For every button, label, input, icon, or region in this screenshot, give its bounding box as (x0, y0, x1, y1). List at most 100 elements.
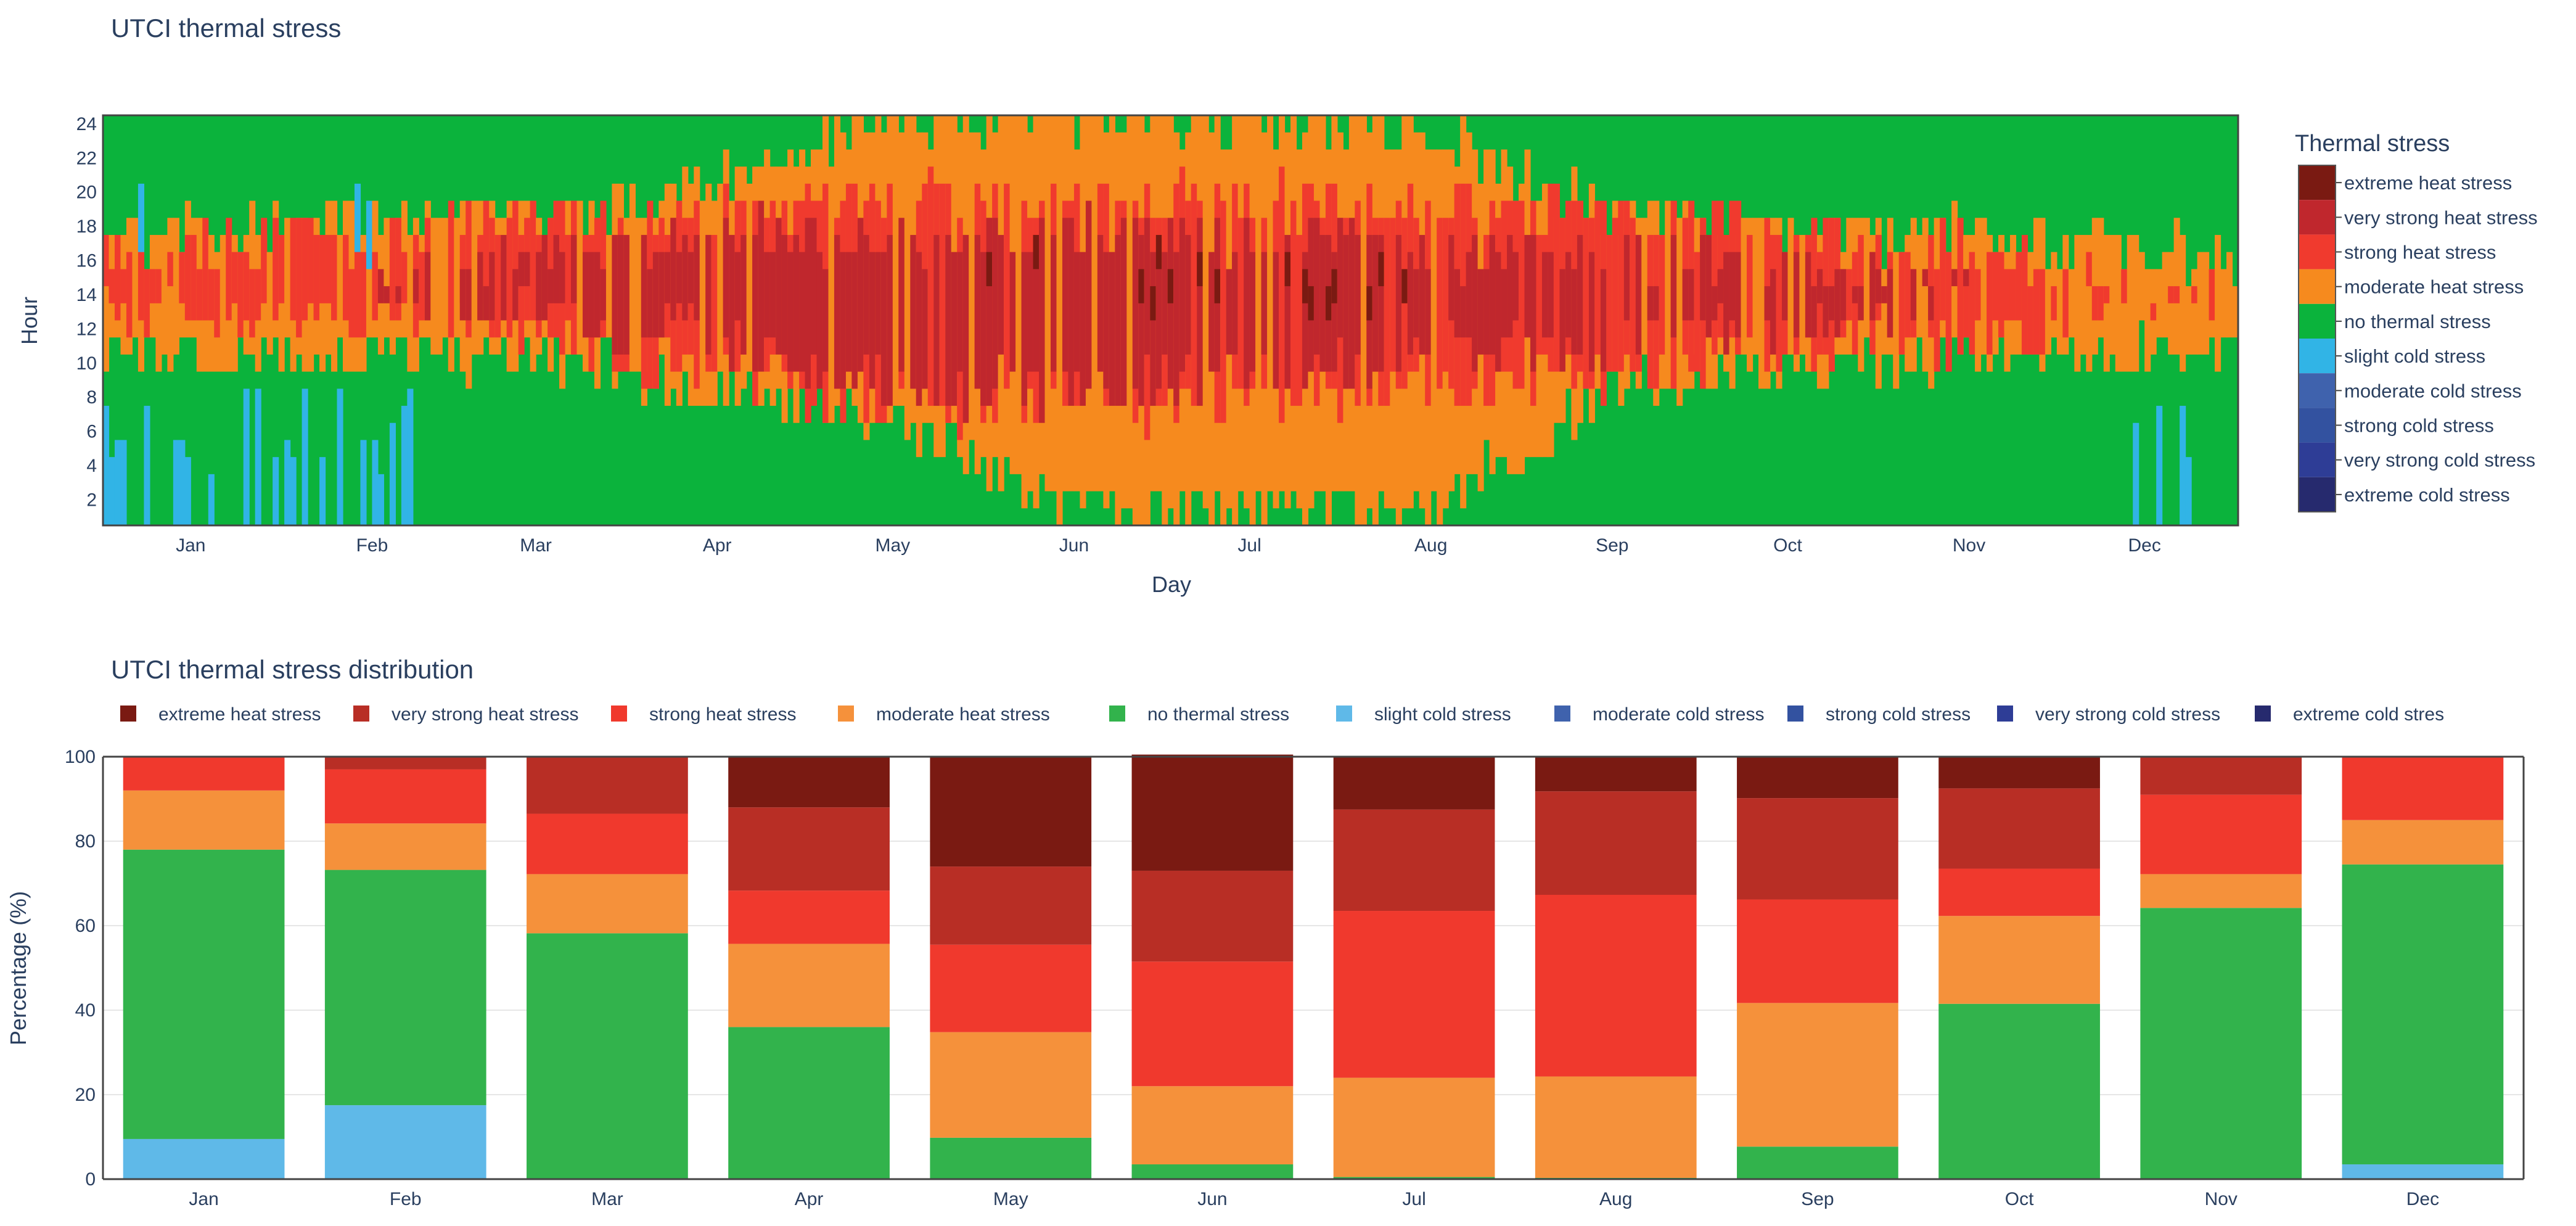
heatmap-cell (1413, 269, 1420, 338)
heatmap-y-tick-label: 8 (86, 387, 97, 408)
heatmap-cell (208, 474, 215, 525)
heatmap-cell (986, 252, 993, 287)
heatmap-cell (1021, 252, 1028, 406)
heatmap-cell (348, 269, 355, 338)
heatmap-cell (2191, 269, 2198, 355)
heatmap-cell (1249, 252, 1256, 372)
heatmap-cell (2150, 303, 2157, 321)
heatmap-cell (2109, 234, 2116, 355)
heatmap-cell (1916, 234, 1923, 338)
bar-y-tick-label: 100 (65, 747, 96, 767)
heatmap-cell (1811, 286, 1818, 338)
heatmap-cell (2133, 422, 2139, 525)
heatmap-cell (799, 252, 806, 372)
heatmap-cell (1015, 115, 1022, 474)
heatmap-legend-swatch-strong-cold-stress (2299, 408, 2336, 443)
heatmap-cell (776, 218, 782, 355)
heatmap-cell (1606, 234, 1613, 372)
heatmap-cell (471, 200, 478, 355)
heatmap-cell (1641, 218, 1648, 355)
heatmap-cell (231, 252, 238, 303)
heatmap-cell (1594, 200, 1601, 355)
heatmap-cell (1910, 269, 1917, 321)
heatmap-cell (301, 389, 308, 525)
heatmap-cell (1770, 269, 1777, 355)
heatmap-x-tick-label: May (875, 535, 910, 556)
heatmap-cell (1460, 286, 1467, 338)
heatmap-cell (594, 252, 601, 338)
heatmap-cell (512, 200, 519, 321)
bar-chart-x-ticks: Jan Feb Mar Apr May Jun Jul Aug Sep Oct Nov Dec (189, 1189, 2439, 1209)
heatmap-cell (1940, 218, 1946, 321)
heatmap-cell (1477, 269, 1484, 355)
bar-y-tick-label: 40 (75, 1000, 96, 1021)
bar-x-tick-label: Jun (1197, 1189, 1227, 1209)
heatmap-cell (389, 422, 396, 525)
bar-legend-swatch-slight-cold-stress (1336, 706, 1352, 722)
heatmap-cell (1682, 269, 1689, 321)
heatmap-cell (1313, 218, 1321, 355)
heatmap-cell (2180, 406, 2186, 525)
heatmap-cell (149, 269, 156, 303)
heatmap-cell (2115, 234, 2122, 372)
heatmap-cell (249, 269, 256, 338)
heatmap-cell (109, 457, 115, 525)
heatmap-cell (1237, 218, 1244, 389)
heatmap-cell (605, 234, 613, 338)
bar-x-tick-label: Apr (795, 1189, 824, 1209)
heatmap-cell (137, 252, 145, 321)
bar-segment-nov-strong-heat-stress (2140, 794, 2302, 874)
heatmap-y-tick-label: 2 (86, 490, 97, 510)
bar-legend-label-very-strong-cold-stress: very strong cold stress (2035, 704, 2220, 725)
heatmap-cell (1290, 200, 1297, 406)
heatmap-cell (769, 252, 776, 338)
heatmap-cell (2144, 269, 2151, 372)
heatmap-cell (1068, 218, 1075, 406)
bar-segment-oct-strong-heat-stress (1938, 868, 2100, 916)
heatmap-cell (278, 234, 285, 303)
heatmap-cell (196, 269, 203, 321)
heatmap-cell (266, 252, 273, 355)
heatmap-cell (518, 234, 525, 355)
heatmap-cell (1577, 234, 1583, 355)
heatmap-cell (1536, 234, 1543, 355)
bar-chart-legend: extreme heat stress very strong heat stre… (120, 704, 2444, 725)
heatmap-cell (1384, 218, 1390, 406)
heatmap-cell (144, 269, 150, 338)
heatmap-cell (1670, 234, 1677, 338)
heatmap-cell (635, 218, 642, 372)
heatmap-cell (927, 167, 934, 406)
heatmap-cell (2168, 286, 2175, 303)
heatmap-cell (1992, 252, 1999, 321)
heatmap-cell (1922, 218, 1929, 372)
heatmap-cell (1197, 252, 1204, 287)
heatmap-x-tick-label: Jun (1059, 535, 1089, 556)
heatmap-cell (1296, 234, 1303, 406)
heatmap-y-tick-label: 24 (76, 114, 97, 134)
heatmap-cell (337, 234, 343, 338)
heatmap-cell (816, 252, 823, 389)
heatmap-cell (395, 218, 402, 321)
heatmap-cell (1688, 269, 1695, 321)
bar-y-tick-label: 80 (75, 831, 96, 852)
bar-segment-oct-extreme-heat-stress (1938, 757, 2100, 789)
heatmap-cell (2173, 286, 2180, 303)
bar-segment-may-very-strong-heat-stress (930, 866, 1092, 945)
heatmap-cell (980, 252, 987, 406)
heatmap-cell (1507, 234, 1514, 338)
heatmap-cell (389, 218, 396, 321)
heatmap-cell (384, 218, 390, 338)
bar-segment-mar-no-thermal-stress (527, 933, 688, 1179)
heatmap-cell (337, 389, 343, 525)
bar-y-tick-label: 0 (85, 1169, 96, 1190)
heatmap-cell (1548, 252, 1554, 338)
heatmap-cell (1705, 234, 1712, 338)
heatmap-cell (548, 269, 554, 303)
heatmap-x-tick-label: Apr (703, 535, 732, 556)
heatmap-cell (1325, 286, 1332, 321)
bar-segment-aug-very-strong-heat-stress (1535, 791, 1697, 895)
heatmap-cell (1787, 218, 1794, 355)
heatmap-cell (1348, 218, 1355, 389)
heatmap-cell (1401, 218, 1408, 389)
heatmap-cell (1752, 218, 1759, 355)
